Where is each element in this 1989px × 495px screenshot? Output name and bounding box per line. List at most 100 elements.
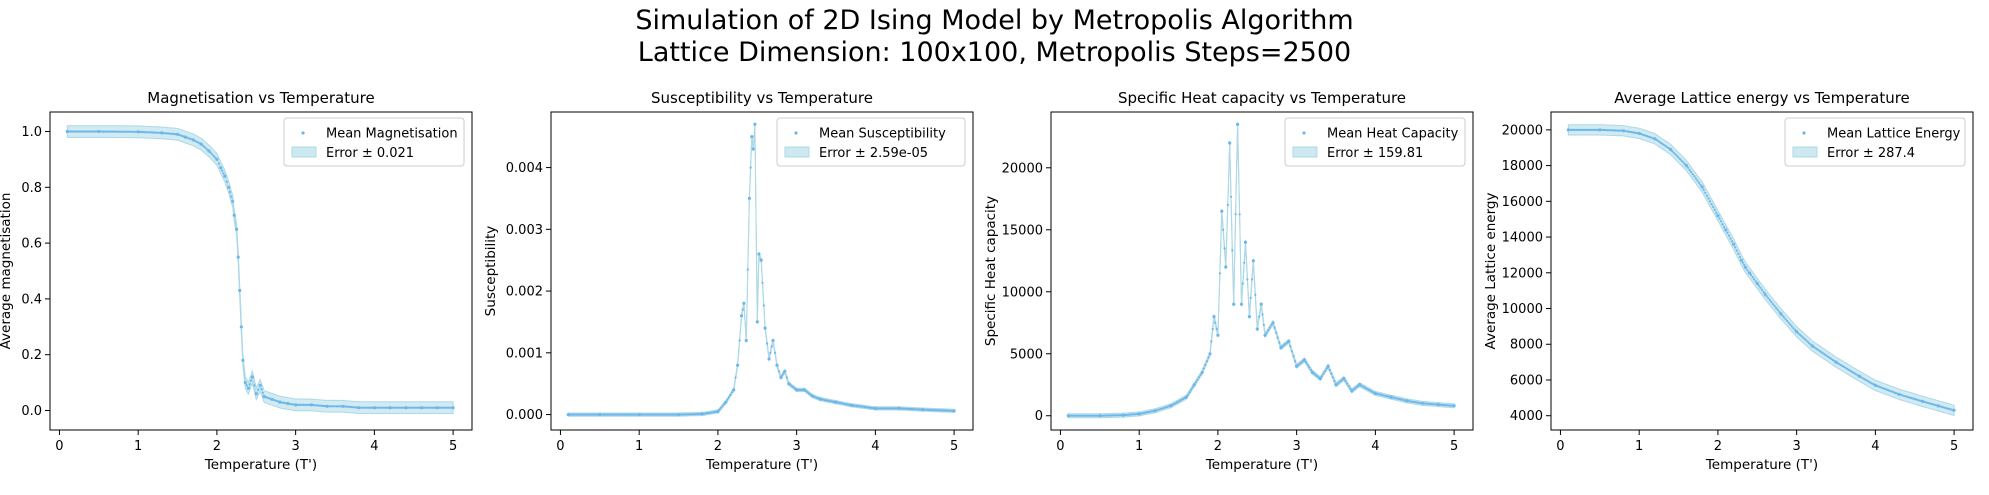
data-point-fill (414, 406, 417, 409)
data-point (1247, 315, 1251, 319)
data-point-fill (617, 413, 620, 416)
data-point (65, 129, 69, 134)
data-point (700, 412, 704, 416)
data-point-fill (1222, 228, 1225, 231)
data-point-fill (1371, 390, 1374, 393)
data-point-fill (1571, 128, 1575, 131)
data-point-fill (1735, 249, 1738, 252)
data-point-fill (1258, 315, 1261, 318)
data-point (921, 408, 925, 412)
data-point-fill (773, 351, 777, 354)
data-point-fill (1688, 168, 1691, 171)
data-point-fill (1330, 372, 1333, 375)
data-point-fill (335, 405, 338, 408)
data-point (1200, 370, 1204, 374)
data-point (223, 174, 227, 178)
data-point-fill (1734, 246, 1737, 249)
y-tick-label: 0 (1035, 409, 1043, 424)
data-point-fill (605, 413, 608, 416)
data-point (420, 406, 424, 410)
data-point (1637, 131, 1641, 135)
data-point (183, 135, 187, 139)
x-tick-label: 3 (1293, 439, 1301, 454)
data-point-fill (333, 405, 337, 408)
data-point-fill (1338, 381, 1341, 384)
data-point-fill (1215, 327, 1218, 331)
data-point-fill (1746, 269, 1749, 272)
data-point-fill (1117, 414, 1120, 417)
data-point-fill (630, 413, 633, 416)
data-point (1239, 302, 1244, 306)
data-point-fill (1822, 352, 1825, 355)
data-point-fill (157, 131, 160, 134)
data-point-fill (882, 407, 885, 410)
data-point-fill (260, 388, 263, 391)
data-point-fill (1415, 401, 1418, 404)
data-point-fill (634, 413, 638, 416)
data-point-fill (1704, 191, 1707, 194)
data-point-fill (661, 413, 664, 416)
data-point-fill (1369, 389, 1372, 392)
data-point (1436, 403, 1440, 407)
data-point-fill (718, 408, 721, 411)
legend-marker-band (291, 146, 317, 158)
data-point (1259, 302, 1263, 306)
data-point-fill (1347, 384, 1350, 388)
data-point-fill (1743, 263, 1746, 267)
data-point (1251, 259, 1255, 263)
data-point-fill (211, 153, 214, 156)
data-point-fill (1827, 355, 1830, 358)
series-line (1068, 124, 1455, 417)
legend-box (283, 117, 465, 167)
data-point (736, 363, 740, 367)
data-point-fill (1754, 280, 1757, 283)
data-point-fill (1773, 304, 1776, 308)
data-point-fill (1262, 323, 1265, 326)
data-point-fill (74, 130, 77, 133)
data-point-fill (154, 131, 157, 134)
data-point (258, 383, 262, 387)
data-point-fill (1768, 299, 1771, 302)
data-point (136, 130, 140, 134)
data-point-fill (808, 392, 811, 395)
data-point-fill (148, 131, 151, 134)
data-point-fill (1658, 140, 1661, 144)
data-point-fill (888, 407, 891, 410)
data-point-fill (869, 406, 872, 409)
data-point (1952, 408, 1956, 412)
data-point-fill (929, 408, 932, 411)
data-point-fill (447, 406, 450, 409)
data-point-fill (946, 409, 949, 412)
data-point-fill (1839, 363, 1842, 367)
data-point-fill (741, 308, 744, 311)
data-point (818, 397, 822, 401)
data-point-fill (1432, 403, 1435, 406)
data-point-fill (1805, 339, 1808, 342)
x-axis-label: Temperature (T') (1205, 457, 1318, 473)
data-point-fill (738, 339, 741, 342)
data-point-fill (1792, 327, 1795, 330)
data-point-fill (322, 404, 326, 408)
data-point-fill (1592, 128, 1595, 131)
legend-label-mean: Mean Magnetisation (326, 127, 458, 142)
data-point-fill (806, 391, 809, 394)
data-point-fill (1800, 334, 1803, 338)
data-point-fill (222, 172, 225, 175)
data-point-fill (93, 130, 96, 133)
data-point (795, 388, 799, 392)
data-point-fill (1105, 414, 1108, 417)
y-tick-label: 0.000 (506, 408, 543, 423)
data-point (232, 213, 236, 217)
data-point-fill (855, 404, 858, 407)
data-point-fill (1869, 381, 1872, 384)
data-point-fill (85, 130, 88, 133)
data-point (1724, 228, 1728, 232)
data-point-fill (1677, 156, 1680, 159)
data-point (1334, 383, 1338, 387)
data-point-fill (1316, 375, 1319, 378)
data-point-fill (444, 406, 447, 409)
data-point (1287, 339, 1291, 343)
data-point-fill (1116, 414, 1119, 417)
data-point-fill (1707, 197, 1710, 200)
y-tick-label: 12000 (1502, 266, 1543, 281)
